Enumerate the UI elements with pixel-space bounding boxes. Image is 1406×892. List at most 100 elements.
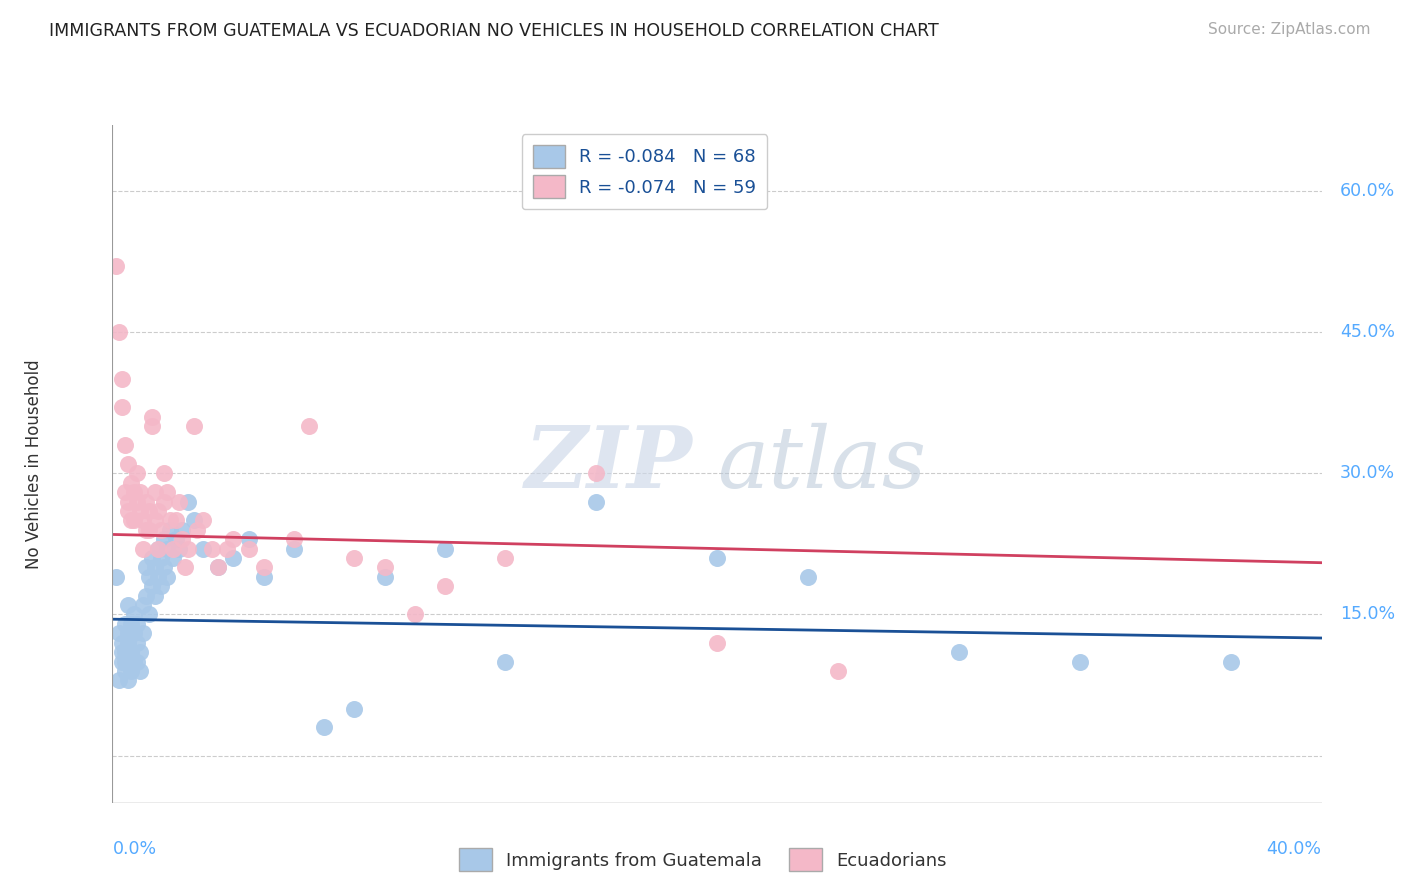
Point — [156, 570, 179, 584]
Text: atlas: atlas — [717, 423, 927, 505]
Point — [143, 589, 166, 603]
Text: ZIP: ZIP — [524, 422, 693, 506]
Point — [217, 541, 239, 556]
Point — [165, 513, 187, 527]
Point — [149, 551, 172, 566]
Point — [149, 579, 172, 593]
Point — [104, 259, 127, 273]
Point — [125, 655, 148, 669]
Point — [183, 419, 205, 434]
Text: 45.0%: 45.0% — [1340, 323, 1395, 341]
Point — [495, 551, 517, 566]
Point — [183, 513, 205, 527]
Point — [238, 541, 260, 556]
Point — [114, 616, 136, 631]
Point — [120, 655, 142, 669]
Point — [138, 504, 160, 518]
Point — [141, 409, 163, 424]
Point — [585, 494, 607, 508]
Point — [110, 645, 132, 659]
Point — [146, 541, 169, 556]
Point — [170, 532, 193, 546]
Point — [153, 560, 176, 574]
Point — [117, 636, 139, 650]
Point — [125, 494, 148, 508]
Point — [128, 645, 150, 659]
Point — [159, 523, 181, 537]
Point — [283, 532, 305, 546]
Point — [201, 541, 224, 556]
Point — [167, 494, 190, 508]
Point — [117, 598, 139, 612]
Point — [191, 541, 214, 556]
Point — [153, 467, 176, 481]
Point — [433, 541, 456, 556]
Point — [141, 579, 163, 593]
Point — [207, 560, 229, 574]
Point — [128, 664, 150, 678]
Point — [117, 457, 139, 471]
Point — [191, 513, 214, 527]
Point — [1220, 655, 1243, 669]
Point — [222, 532, 245, 546]
Point — [253, 570, 276, 584]
Point — [120, 513, 142, 527]
Point — [117, 494, 139, 508]
Point — [122, 607, 145, 622]
Point — [174, 560, 197, 574]
Point — [207, 560, 229, 574]
Point — [107, 673, 129, 688]
Point — [110, 372, 132, 386]
Point — [177, 494, 200, 508]
Point — [114, 664, 136, 678]
Text: IMMIGRANTS FROM GUATEMALA VS ECUADORIAN NO VEHICLES IN HOUSEHOLD CORRELATION CHA: IMMIGRANTS FROM GUATEMALA VS ECUADORIAN … — [49, 22, 939, 40]
Text: 15.0%: 15.0% — [1340, 606, 1395, 624]
Point — [165, 532, 187, 546]
Point — [796, 570, 818, 584]
Point — [433, 579, 456, 593]
Point — [104, 570, 127, 584]
Point — [138, 570, 160, 584]
Point — [706, 636, 728, 650]
Point — [122, 513, 145, 527]
Point — [120, 475, 142, 490]
Point — [117, 626, 139, 640]
Point — [128, 485, 150, 500]
Point — [827, 664, 849, 678]
Text: 30.0%: 30.0% — [1340, 464, 1395, 483]
Point — [125, 616, 148, 631]
Point — [253, 560, 276, 574]
Text: 60.0%: 60.0% — [1340, 182, 1395, 200]
Text: 40.0%: 40.0% — [1267, 840, 1322, 858]
Point — [146, 570, 169, 584]
Point — [135, 589, 157, 603]
Point — [107, 626, 129, 640]
Legend: Immigrants from Guatemala, Ecuadorians: Immigrants from Guatemala, Ecuadorians — [453, 841, 953, 879]
Point — [138, 523, 160, 537]
Point — [138, 607, 160, 622]
Text: No Vehicles in Household: No Vehicles in Household — [25, 359, 44, 569]
Point — [135, 494, 157, 508]
Point — [132, 626, 155, 640]
Point — [107, 325, 129, 339]
Point — [135, 560, 157, 574]
Point — [128, 504, 150, 518]
Text: Source: ZipAtlas.com: Source: ZipAtlas.com — [1208, 22, 1371, 37]
Point — [110, 636, 132, 650]
Point — [162, 551, 184, 566]
Point — [374, 560, 396, 574]
Point — [125, 636, 148, 650]
Point — [156, 541, 179, 556]
Point — [162, 541, 184, 556]
Point — [122, 655, 145, 669]
Point — [120, 664, 142, 678]
Point — [374, 570, 396, 584]
Point — [114, 485, 136, 500]
Point — [135, 523, 157, 537]
Point — [120, 645, 142, 659]
Point — [186, 523, 208, 537]
Point — [110, 401, 132, 415]
Point — [114, 645, 136, 659]
Point — [117, 504, 139, 518]
Point — [146, 541, 169, 556]
